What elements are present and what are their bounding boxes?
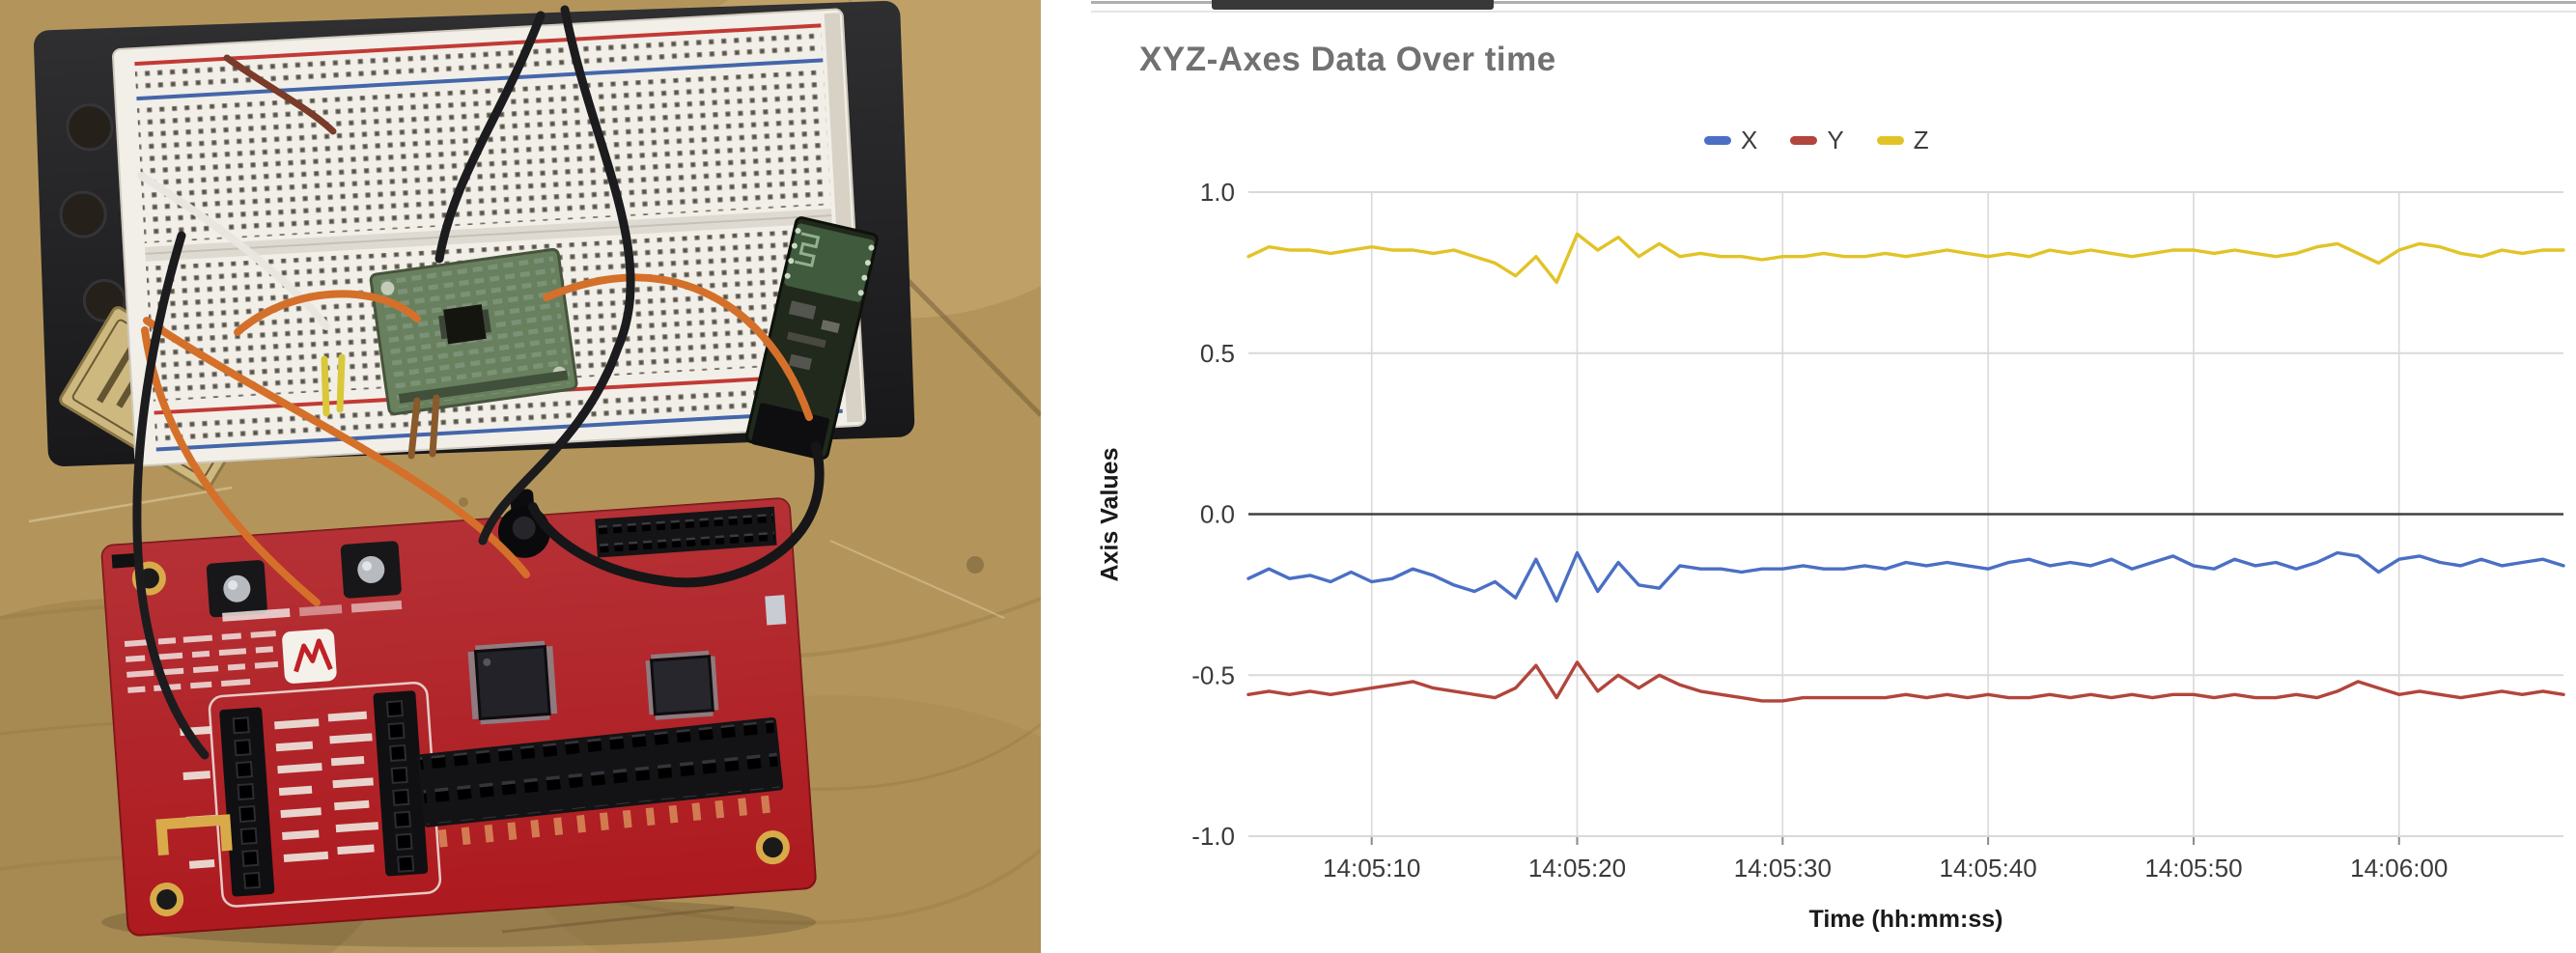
cropped-toolbar-artifact-line2 xyxy=(1091,11,2576,13)
chart-panel xyxy=(1043,0,2576,953)
orange-wire xyxy=(143,317,530,578)
brown-wire xyxy=(223,54,337,135)
chart-legend: X Y Z xyxy=(1704,126,1929,155)
series-line-x xyxy=(1246,550,2565,603)
y-tick-label: 1.0 xyxy=(1200,178,1235,207)
legend-label: X xyxy=(1741,126,1758,154)
orange-wire xyxy=(141,326,321,606)
silkscreen-text xyxy=(124,600,403,693)
chart-title: XYZ-Axes Data Over time xyxy=(1139,41,1556,78)
bottom-header xyxy=(416,716,784,848)
x-tick-label: 14:05:10 xyxy=(1323,854,1420,883)
black-wire xyxy=(528,441,825,588)
y-tick-label: -0.5 xyxy=(1191,660,1235,689)
yellow-wire xyxy=(336,353,346,413)
x-tick-label: 14:05:30 xyxy=(1734,854,1832,883)
black-wire xyxy=(132,231,210,760)
black-wire xyxy=(478,5,635,546)
x-tick-label: 14:05:20 xyxy=(1528,854,1626,883)
x-axis-title: Time (hh:mm:ss) xyxy=(1808,906,2003,933)
brown-wire xyxy=(407,397,421,460)
chart-plot: 14:05:10 14:05:20 14:05:30 14:05:40 14:05:50… xyxy=(1191,178,2565,883)
x-tick-label: 14:05:40 xyxy=(1940,854,2037,883)
x-tick-label: 14:05:50 xyxy=(2144,854,2242,883)
y-tick-label: 0.5 xyxy=(1200,339,1235,368)
y-tick-label: 0.0 xyxy=(1200,500,1235,529)
smd-chip xyxy=(111,552,140,569)
x-tick-label: 14:06:00 xyxy=(2350,854,2448,883)
legend-label: Z xyxy=(1913,126,1929,154)
tact-button xyxy=(206,560,267,618)
legend-item-x: X xyxy=(1704,126,1757,155)
gold-trace xyxy=(155,814,233,856)
series-line-z xyxy=(1246,232,2565,285)
secondary-chip xyxy=(645,650,719,720)
brown-wire xyxy=(429,394,440,458)
orange-wire xyxy=(234,290,421,336)
mcu-chip xyxy=(467,640,558,725)
legend-item-y: Y xyxy=(1790,126,1844,155)
yellow-wire xyxy=(321,355,330,417)
y-tick-label: -1.0 xyxy=(1191,822,1235,851)
legend-swatch-x xyxy=(1704,136,1731,145)
legend-label: Y xyxy=(1827,126,1844,154)
orange-wire xyxy=(543,273,813,421)
cropped-toolbar-artifact xyxy=(1212,0,1494,10)
cropped-toolbar-artifact-line xyxy=(1091,1,2576,4)
legend-item-z: Z xyxy=(1876,126,1929,155)
smd-component xyxy=(765,595,787,626)
white-wire xyxy=(137,172,330,330)
launchpad-logo xyxy=(282,629,337,684)
tact-button xyxy=(340,541,402,599)
legend-swatch-z xyxy=(1876,136,1904,145)
black-wire xyxy=(434,11,546,264)
jumper-wires xyxy=(132,5,825,760)
series-line-y xyxy=(1246,660,2565,703)
legend-swatch-y xyxy=(1790,136,1818,145)
red-launchpad-board xyxy=(100,489,817,937)
accelerometer-module xyxy=(369,247,578,416)
hardware-photo xyxy=(0,0,1041,953)
